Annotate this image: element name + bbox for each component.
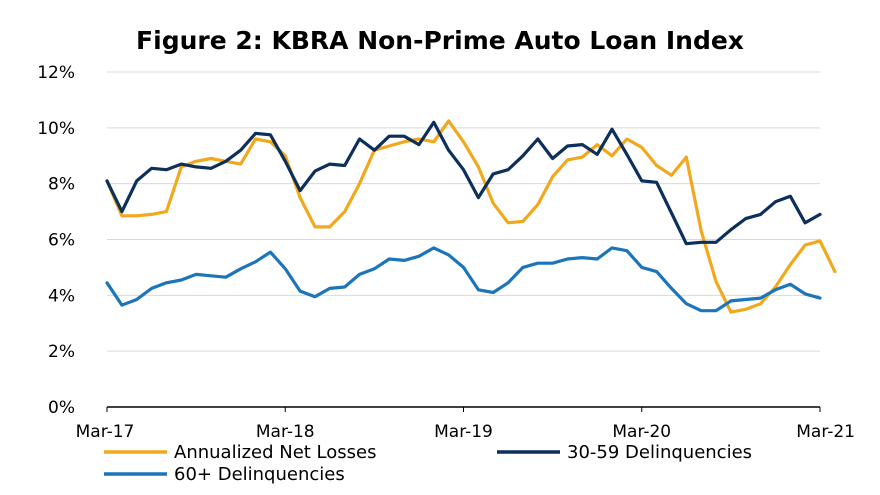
series-line-annualized-net-losses bbox=[105, 119, 837, 314]
x-tick-label: Mar-18 bbox=[256, 422, 315, 442]
legend-label: 30-59 Delinquencies bbox=[567, 442, 752, 463]
y-tick-label: 4% bbox=[48, 286, 75, 306]
series-line-60-delinquencies bbox=[105, 246, 822, 313]
y-tick-label: 2% bbox=[48, 342, 75, 362]
y-tick-label: 6% bbox=[48, 231, 75, 251]
series-lines bbox=[105, 119, 837, 314]
x-axis-ticks: Mar-17 Mar-18 Mar-19 Mar-20 Mar-21 bbox=[76, 407, 855, 442]
chart-title: Figure 2: KBRA Non-Prime Auto Loan Index bbox=[136, 26, 744, 55]
legend-label: 60+ Delinquencies bbox=[174, 464, 345, 485]
y-tick-label: 8% bbox=[48, 175, 75, 195]
y-tick-label: 0% bbox=[48, 398, 75, 418]
legend-label: Annualized Net Losses bbox=[174, 442, 377, 463]
x-tick-label: Mar-19 bbox=[434, 422, 493, 442]
y-tick-label: 10% bbox=[37, 119, 75, 139]
series-line-30-59-delinquencies bbox=[105, 120, 822, 246]
y-tick-label: 12% bbox=[37, 63, 75, 83]
y-axis-ticks: 0% 2% 4% 6% 8% 10% 12% bbox=[37, 63, 75, 418]
legend: Annualized Net Losses 30-59 Delinquencies… bbox=[104, 442, 752, 485]
gridlines bbox=[107, 71, 820, 352]
x-tick-label: Mar-21 bbox=[796, 422, 855, 442]
x-tick-label: Mar-20 bbox=[612, 422, 671, 442]
x-tick-label: Mar-17 bbox=[76, 422, 135, 442]
